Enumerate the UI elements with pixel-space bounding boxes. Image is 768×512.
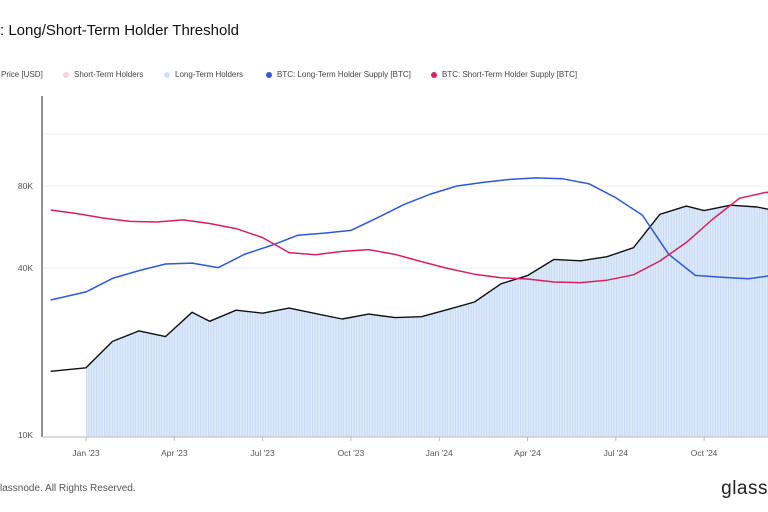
legend-item-long-term-holders[interactable]: Long-Term Holders (164, 70, 243, 79)
legend-label-price: Price [USD] (1, 70, 43, 79)
y-tick-label: 40K (18, 263, 33, 273)
x-tick-label: Oct '24 (691, 448, 718, 458)
legend-item-price[interactable]: Price [USD] (0, 70, 43, 79)
legend-label-lth-supply: BTC: Long-Term Holder Supply [BTC] (277, 70, 411, 79)
legend-swatch-long-term-holders (164, 71, 170, 78)
legend-swatch-lth-supply (266, 71, 272, 78)
x-tick-label: Apr '24 (514, 448, 541, 458)
lth-supply-line (50, 177, 768, 301)
x-tick-label: Jul '23 (250, 448, 275, 458)
legend-item-short-term-holders[interactable]: Short-Term Holders (63, 70, 143, 79)
long-term-holders-region (86, 205, 768, 437)
sth-supply-line (50, 191, 768, 284)
y-tick-label: 10K (18, 430, 33, 440)
legend-swatch-sth-supply (431, 71, 437, 78)
series-lines (50, 177, 768, 372)
legend-item-lth-supply[interactable]: BTC: Long-Term Holder Supply [BTC] (266, 70, 411, 79)
x-tick-label: Jan '23 (72, 448, 99, 458)
x-tick-label: Jul '24 (604, 448, 629, 458)
legend-label-sth-supply: BTC: Short-Term Holder Supply [BTC] (442, 70, 578, 79)
x-tick-label: Apr '23 (161, 448, 188, 458)
axes: 10K 40K 80K Jan '23 Apr '23 Jul '23 Oct '23 Jan… (18, 96, 768, 458)
price-line (50, 204, 768, 372)
brand-logo: glass (721, 478, 768, 499)
x-tick-label: Oct '23 (338, 448, 365, 458)
legend-label-short-term-holders: Short-Term Holders (74, 70, 144, 79)
legend-label-long-term-holders: Long-Term Holders (175, 70, 244, 79)
legend-swatch-short-term-holders (63, 71, 69, 78)
x-tick-label: Jan '24 (426, 448, 453, 458)
chart-title: : Long/Short-Term Holder Threshold (0, 22, 240, 39)
y-tick-label: 80K (18, 181, 33, 191)
copyright-text: lassnode. All Rights Reserved. (0, 483, 136, 494)
legend-item-sth-supply[interactable]: BTC: Short-Term Holder Supply [BTC] (431, 70, 577, 79)
holder-regions (86, 205, 768, 437)
